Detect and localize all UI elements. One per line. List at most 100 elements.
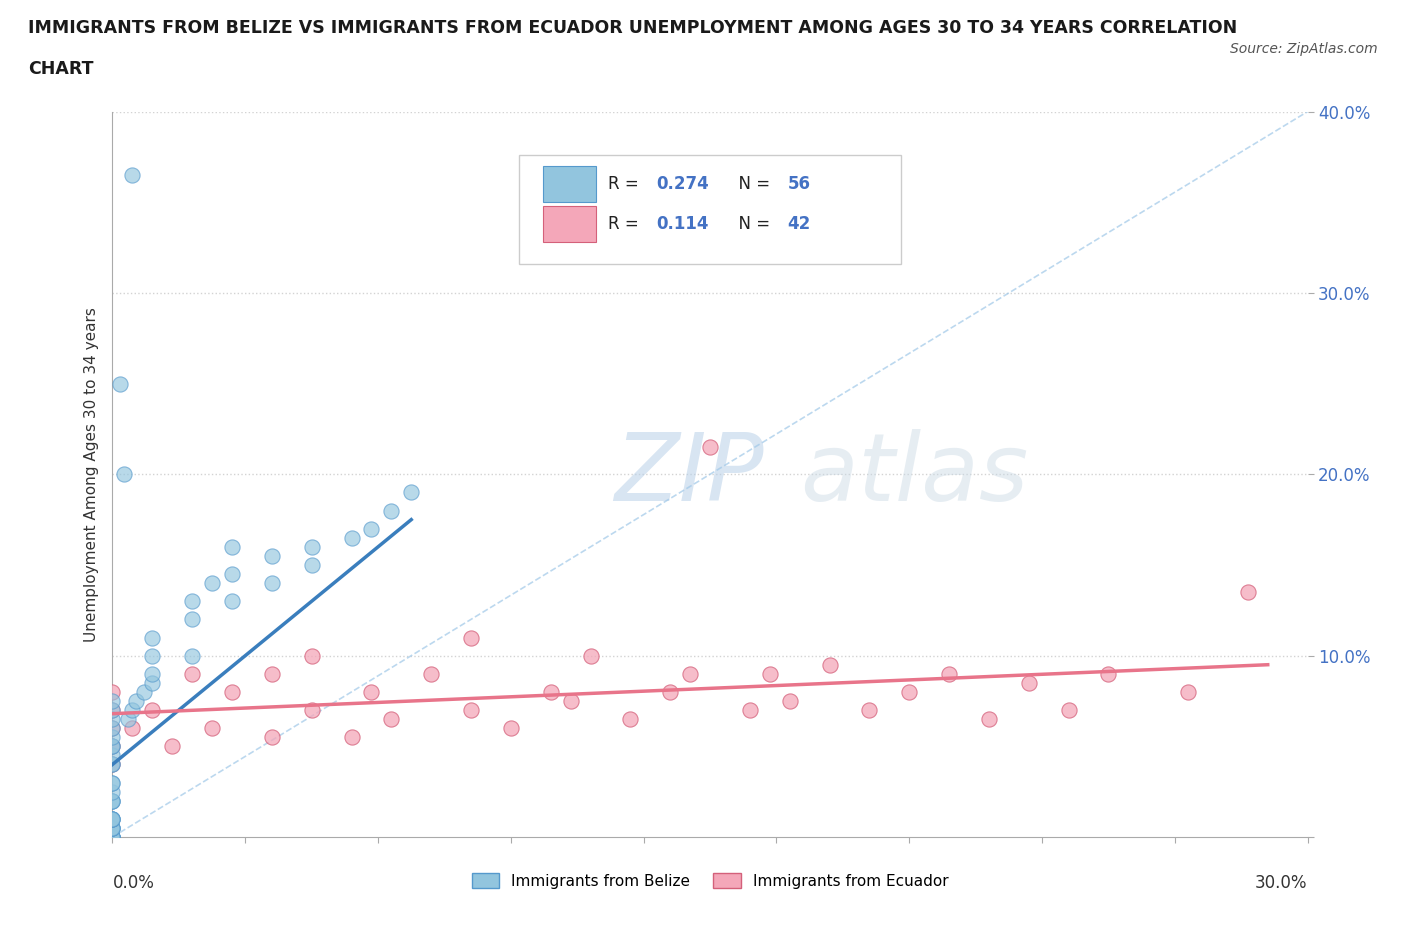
Point bbox=[460, 703, 482, 718]
Text: R =: R = bbox=[609, 215, 644, 233]
Point bbox=[121, 703, 143, 718]
Point bbox=[101, 830, 124, 844]
Point bbox=[420, 667, 443, 682]
Point bbox=[101, 830, 124, 844]
Point bbox=[101, 738, 124, 753]
Point bbox=[699, 440, 721, 455]
Text: 0.274: 0.274 bbox=[657, 175, 709, 193]
Point bbox=[121, 721, 143, 736]
Point bbox=[499, 721, 522, 736]
Point bbox=[101, 703, 124, 718]
Point bbox=[101, 811, 124, 827]
Point bbox=[101, 748, 124, 763]
Point bbox=[759, 667, 782, 682]
Point bbox=[101, 684, 124, 699]
Point bbox=[221, 566, 243, 581]
Point bbox=[117, 711, 139, 726]
Point bbox=[401, 485, 423, 500]
Point bbox=[101, 711, 124, 726]
Point bbox=[101, 811, 124, 827]
Point bbox=[110, 377, 132, 392]
Point bbox=[938, 667, 960, 682]
Point bbox=[201, 721, 224, 736]
Point bbox=[101, 830, 124, 844]
Point bbox=[579, 648, 602, 663]
Text: 56: 56 bbox=[787, 175, 811, 193]
Point bbox=[101, 776, 124, 790]
Y-axis label: Unemployment Among Ages 30 to 34 years: Unemployment Among Ages 30 to 34 years bbox=[83, 307, 98, 642]
Point bbox=[101, 793, 124, 808]
Point bbox=[181, 648, 204, 663]
FancyBboxPatch shape bbox=[543, 166, 596, 203]
Point bbox=[260, 576, 283, 591]
Point bbox=[181, 594, 204, 609]
Point bbox=[560, 694, 582, 709]
FancyBboxPatch shape bbox=[543, 206, 596, 242]
Point bbox=[619, 711, 641, 726]
Text: 30.0%: 30.0% bbox=[1256, 874, 1308, 892]
Text: CHART: CHART bbox=[28, 60, 94, 78]
Point bbox=[101, 703, 124, 718]
Point bbox=[101, 776, 124, 790]
Point bbox=[898, 684, 921, 699]
Point bbox=[162, 738, 183, 753]
Point bbox=[221, 594, 243, 609]
Point bbox=[101, 784, 124, 799]
Text: atlas: atlas bbox=[800, 429, 1028, 520]
Point bbox=[221, 684, 243, 699]
Point bbox=[101, 738, 124, 753]
Text: 42: 42 bbox=[787, 215, 811, 233]
Point bbox=[101, 830, 124, 844]
Point bbox=[101, 811, 124, 827]
Point bbox=[181, 667, 204, 682]
Point bbox=[101, 820, 124, 835]
Point bbox=[101, 694, 124, 709]
Point bbox=[977, 711, 1000, 726]
Text: R =: R = bbox=[609, 175, 644, 193]
Point bbox=[121, 167, 143, 182]
Point bbox=[380, 711, 402, 726]
Point bbox=[1097, 667, 1119, 682]
Point bbox=[301, 648, 323, 663]
Point bbox=[1177, 684, 1199, 699]
Point bbox=[101, 730, 124, 745]
Point bbox=[460, 631, 482, 645]
Text: N =: N = bbox=[728, 175, 775, 193]
Point bbox=[659, 684, 682, 699]
Point bbox=[201, 576, 224, 591]
Point bbox=[181, 612, 204, 627]
Text: Source: ZipAtlas.com: Source: ZipAtlas.com bbox=[1230, 42, 1378, 56]
Point bbox=[360, 684, 382, 699]
Point bbox=[301, 539, 323, 554]
Point bbox=[141, 667, 163, 682]
Point bbox=[141, 631, 163, 645]
Point bbox=[260, 667, 283, 682]
Point bbox=[101, 830, 124, 844]
Text: 0.0%: 0.0% bbox=[112, 874, 155, 892]
Point bbox=[101, 721, 124, 736]
Point bbox=[101, 820, 124, 835]
Point bbox=[340, 530, 363, 545]
Text: 0.114: 0.114 bbox=[657, 215, 709, 233]
Point bbox=[1018, 675, 1040, 690]
Point bbox=[141, 703, 163, 718]
Point bbox=[260, 730, 283, 745]
Point bbox=[540, 684, 562, 699]
Point bbox=[260, 549, 283, 564]
Point bbox=[101, 757, 124, 772]
Point bbox=[818, 658, 841, 672]
Text: ZIP: ZIP bbox=[614, 429, 763, 520]
Point bbox=[360, 521, 382, 536]
Point bbox=[101, 811, 124, 827]
Point bbox=[738, 703, 761, 718]
Point bbox=[380, 503, 402, 518]
Point bbox=[340, 730, 363, 745]
Point bbox=[301, 703, 323, 718]
Point bbox=[858, 703, 880, 718]
Point bbox=[101, 757, 124, 772]
Point bbox=[779, 694, 801, 709]
Point bbox=[101, 793, 124, 808]
Point bbox=[101, 793, 124, 808]
Point bbox=[101, 820, 124, 835]
Point bbox=[101, 738, 124, 753]
